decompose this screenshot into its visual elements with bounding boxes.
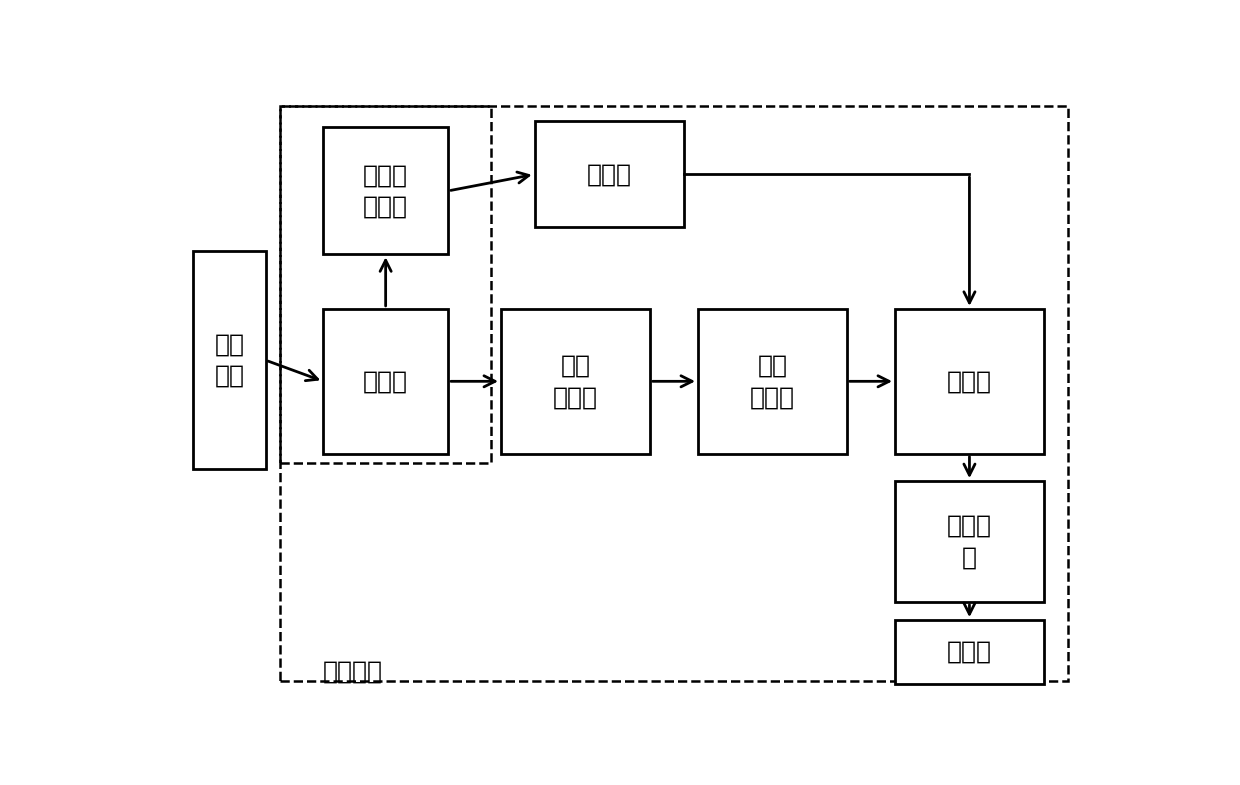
Bar xyxy=(501,309,650,454)
Bar xyxy=(280,106,1068,681)
Bar xyxy=(280,106,491,463)
Bar xyxy=(324,127,448,254)
Text: 卷积
池化层: 卷积 池化层 xyxy=(553,353,598,409)
Text: 深度残
差网络: 深度残 差网络 xyxy=(363,163,408,219)
Bar xyxy=(534,122,683,227)
Text: 检测网络: 检测网络 xyxy=(324,659,383,684)
Bar xyxy=(698,309,847,454)
Bar xyxy=(895,620,1044,684)
Text: 卷积层: 卷积层 xyxy=(587,162,631,186)
Bar xyxy=(324,309,448,454)
Bar xyxy=(193,251,265,469)
Text: 卷积
池化层: 卷积 池化层 xyxy=(750,353,795,409)
Text: 池化层: 池化层 xyxy=(947,369,992,393)
Bar xyxy=(895,481,1044,602)
Text: 全连接
层: 全连接 层 xyxy=(947,513,992,569)
Text: 卷积层: 卷积层 xyxy=(363,369,408,393)
Text: 原始
图像: 原始 图像 xyxy=(215,332,244,388)
Bar xyxy=(895,309,1044,454)
Text: 输出层: 输出层 xyxy=(947,640,992,664)
